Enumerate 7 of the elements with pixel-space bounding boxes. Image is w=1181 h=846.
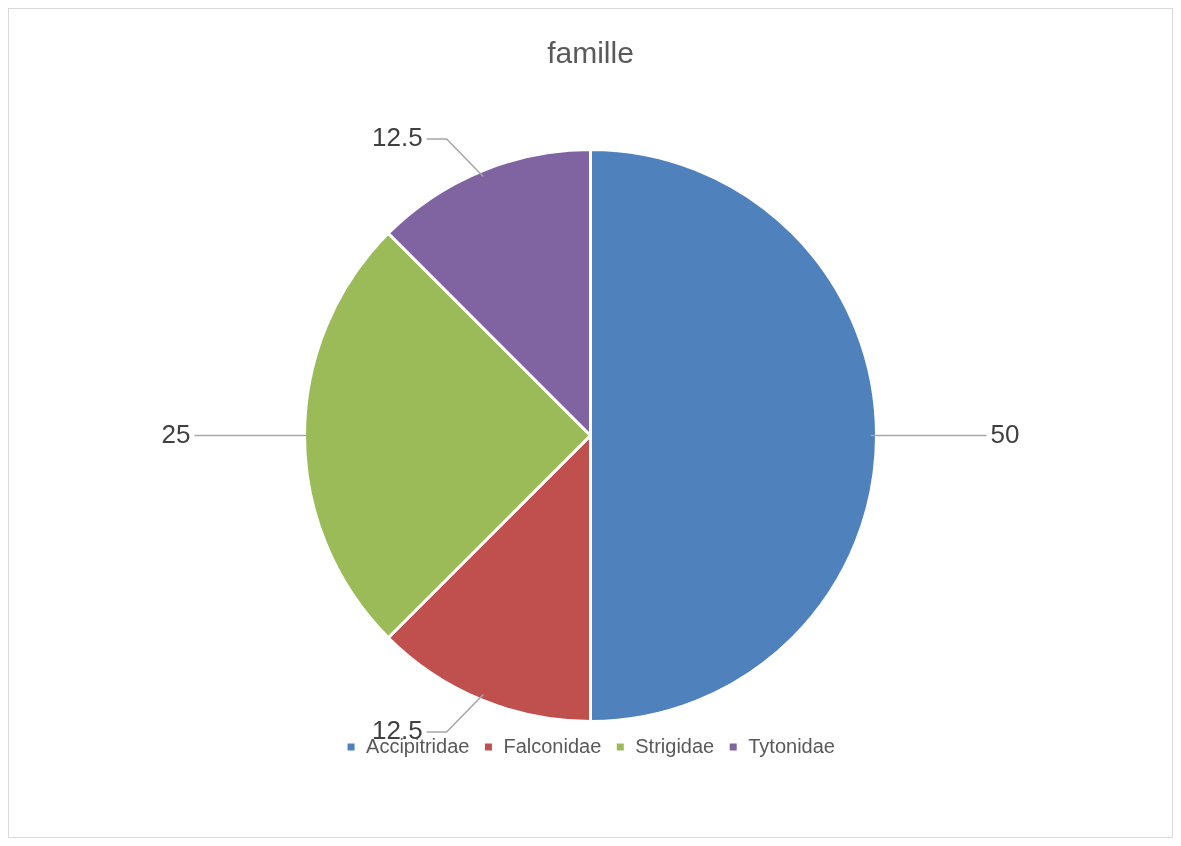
legend-label: Tytonidae: [748, 734, 835, 757]
legend-label: Strigidae: [635, 734, 715, 757]
data-label: 50: [990, 418, 1020, 449]
legend-label: Falconidae: [503, 734, 602, 757]
data-label: 25: [161, 418, 191, 449]
chart-title: famille: [547, 36, 634, 70]
data-label: 12.5: [372, 122, 423, 153]
